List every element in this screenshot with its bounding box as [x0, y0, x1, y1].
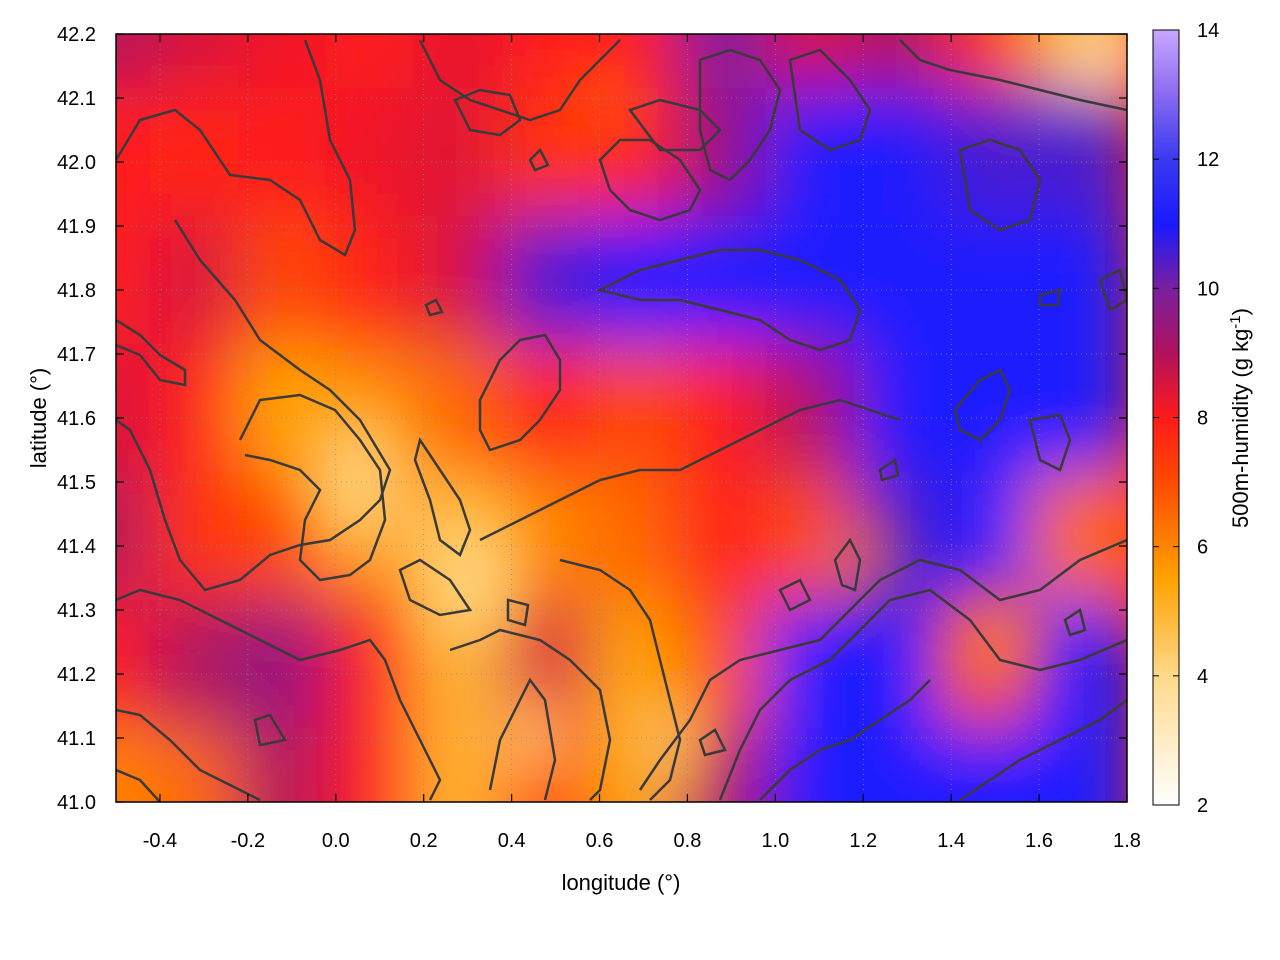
colorbar-tick-label: 12 [1197, 149, 1219, 171]
contour-line [418, 39, 621, 122]
contour-line [478, 333, 562, 452]
x-tick-label: 0.2 [410, 830, 438, 852]
x-tick-label: 1.2 [849, 830, 877, 852]
colorbar-label: 500m-humidity (g kg-1) [1227, 308, 1254, 528]
colorbar-ticks: 2 4 6 8 10 12 14 [1153, 20, 1219, 817]
contour-line [116, 768, 161, 802]
y-tick-label: 41.7 [57, 344, 96, 366]
x-tick-label: 1.0 [761, 830, 789, 852]
x-tick-label: 1.8 [1113, 830, 1141, 852]
colorbar: 2 4 6 8 10 12 14 500m-humidity (g kg-1) [1152, 20, 1254, 817]
contour-line [698, 48, 782, 182]
contour-line [959, 698, 1127, 802]
y-tick-label: 41.6 [57, 408, 96, 430]
contour-line [833, 537, 862, 592]
humidity-feature [498, 686, 569, 790]
contour-line [528, 147, 550, 172]
contour-line [598, 138, 702, 222]
contour-line [953, 368, 1012, 442]
y-axis-label: latitude (°) [26, 368, 51, 469]
humidity-feature [630, 686, 701, 790]
humidity-feature [586, 66, 631, 130]
y-axis: 41.0 41.1 41.2 41.3 41.4 41.5 41.6 41.7 41.8 41.9… [57, 24, 1127, 814]
colorbar-label-superscript: -1 [1227, 315, 1244, 328]
contour-line [627, 98, 722, 152]
y-tick-label: 41.4 [57, 536, 96, 558]
x-tick-label: 1.6 [1025, 830, 1053, 852]
x-tick-label: -0.2 [231, 830, 265, 852]
y-tick-label: 41.8 [57, 280, 96, 302]
x-axis-label: longitude (°) [562, 870, 681, 895]
colorbar-label-main: 500m-humidity (g kg [1228, 329, 1253, 528]
contour-line [116, 219, 392, 592]
humidity-feature [423, 514, 512, 642]
contour-line [778, 578, 812, 612]
x-tick-label: 0.0 [322, 830, 350, 852]
contour-line [638, 538, 1127, 791]
x-tick-label: -0.4 [143, 830, 177, 852]
humidity-cell [1029, 728, 1127, 802]
humidity-feature [1078, 34, 1127, 86]
x-tick-label: 0.8 [674, 830, 702, 852]
humidity-feature [968, 603, 1022, 681]
contour-line [398, 558, 473, 617]
y-tick-label: 42.0 [57, 152, 96, 174]
plot-area [116, 34, 1127, 802]
colorbar-tick-label: 4 [1197, 666, 1208, 688]
colorbar-tick-label: 8 [1197, 408, 1208, 430]
y-tick-label: 42.2 [57, 24, 96, 46]
contour-line [506, 598, 530, 627]
contour-line [788, 48, 872, 152]
colorbar-tick-label: 2 [1197, 795, 1208, 817]
contour-line [1038, 288, 1062, 307]
contour-line [1098, 268, 1127, 312]
contour-line [759, 679, 931, 801]
y-tick-label: 42.1 [57, 88, 96, 110]
contour-line [596, 248, 862, 352]
y-tick-label: 41.9 [57, 216, 96, 238]
contour-line [449, 628, 612, 801]
colorbar-tick-label: 10 [1197, 278, 1219, 300]
colorbar-tick-label: 14 [1197, 20, 1219, 42]
contour-line [238, 393, 387, 582]
y-tick-label: 41.5 [57, 472, 96, 494]
humidity-feature [305, 405, 411, 559]
humidity-field [116, 34, 1127, 802]
contour-line [116, 708, 261, 802]
contour-line [878, 457, 900, 482]
humidity-cell [1029, 216, 1127, 364]
contour-line [413, 436, 472, 557]
contour-line [116, 39, 357, 257]
grid [116, 34, 1127, 802]
contour-line [698, 728, 727, 757]
x-tick-label: 0.4 [498, 830, 526, 852]
contour-line [1028, 413, 1072, 472]
humidity-cell [1029, 88, 1127, 236]
contour-line [899, 39, 1127, 112]
x-tick-label: 0.6 [586, 830, 614, 852]
contour-lines [116, 39, 1127, 802]
x-tick-label: 1.4 [937, 830, 965, 852]
contour-line [424, 298, 444, 317]
contour-line [559, 558, 682, 801]
contour-line [453, 88, 522, 137]
y-tick-label: 41.0 [57, 792, 96, 814]
humidity-cell [1029, 600, 1127, 748]
contour-line [116, 318, 187, 387]
y-tick-label: 41.3 [57, 600, 96, 622]
contour-line [488, 677, 557, 801]
contour-line [958, 138, 1042, 232]
colorbar-tick-label: 6 [1197, 537, 1208, 559]
colorbar-label-close: ) [1228, 308, 1253, 315]
x-axis: -0.4 -0.2 0.0 0.2 0.4 0.6 0.8 1.0 1.2 1.4 1.6 1.8 [143, 34, 1141, 852]
contour-line [479, 398, 901, 542]
contour-line [116, 588, 442, 801]
contour-line [1063, 607, 1087, 637]
contour-line [718, 588, 1127, 801]
y-tick-label: 41.2 [57, 664, 96, 686]
contour-line [253, 713, 287, 747]
y-tick-label: 41.1 [57, 728, 96, 750]
